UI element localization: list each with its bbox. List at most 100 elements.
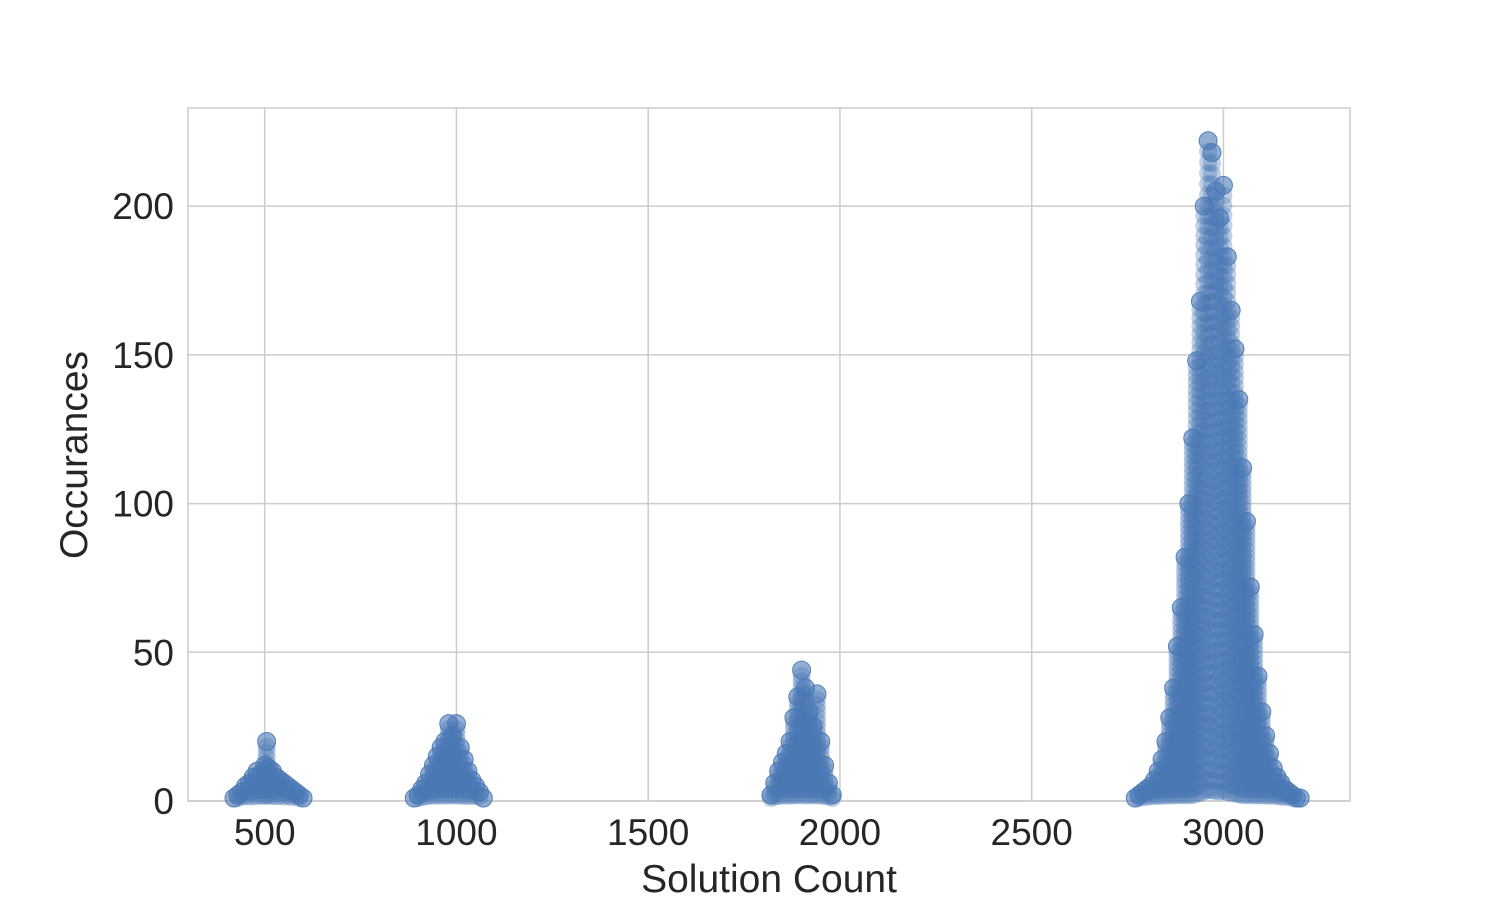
data-point	[1206, 232, 1225, 251]
data-point	[1179, 739, 1198, 758]
data-point	[1206, 692, 1225, 711]
data-point	[1218, 461, 1237, 480]
data-point	[1214, 539, 1233, 558]
data-point	[1195, 382, 1214, 401]
data-point	[1179, 716, 1198, 735]
data-point	[1229, 601, 1248, 620]
data-point	[1202, 600, 1221, 619]
data-point	[1237, 698, 1256, 717]
data-point	[1202, 292, 1221, 311]
data-point	[1225, 406, 1244, 425]
data-point	[1202, 675, 1221, 694]
data-point	[1229, 785, 1248, 804]
data-point	[1213, 175, 1233, 195]
data-point	[1225, 428, 1244, 447]
data-point	[1199, 272, 1218, 291]
data-point	[1218, 417, 1237, 436]
data-point	[1218, 774, 1237, 793]
data-point	[1225, 554, 1244, 573]
data-point	[1210, 639, 1229, 658]
data-point	[1214, 650, 1233, 669]
data-point	[769, 772, 788, 791]
data-point	[1160, 736, 1179, 755]
data-point	[1195, 206, 1214, 225]
data-point	[1187, 496, 1206, 515]
data-point	[1206, 502, 1225, 521]
data-point	[1195, 743, 1214, 762]
data-point	[1179, 657, 1198, 676]
data-point	[1210, 524, 1229, 543]
data-point	[1229, 436, 1248, 455]
data-point	[1199, 196, 1218, 215]
data-point	[1214, 287, 1233, 306]
data-point	[1199, 543, 1218, 562]
data-point	[1195, 362, 1214, 381]
data-point	[1191, 423, 1210, 442]
data-point	[1210, 438, 1229, 457]
data-point	[1168, 786, 1187, 805]
data-point	[1229, 548, 1248, 567]
data-point	[1218, 667, 1237, 686]
data-point	[1225, 740, 1244, 759]
data-point	[1179, 780, 1198, 799]
data-point	[1195, 674, 1214, 693]
data-point	[1199, 640, 1218, 659]
data-point	[1218, 319, 1237, 338]
data-point	[781, 786, 800, 805]
data-point	[1168, 751, 1187, 770]
data-point	[1172, 780, 1191, 799]
data-point	[781, 775, 800, 794]
data-point	[1237, 681, 1256, 700]
data-point	[1202, 281, 1221, 300]
data-point	[1237, 646, 1256, 665]
data-point	[1164, 752, 1183, 771]
data-point	[1160, 725, 1179, 744]
data-point	[1210, 543, 1229, 562]
data-point	[1164, 684, 1183, 703]
data-point	[1195, 411, 1214, 430]
data-point	[257, 786, 276, 805]
data-point	[1202, 409, 1221, 428]
data-point	[1202, 706, 1221, 725]
data-point	[1195, 713, 1214, 732]
data-point	[1183, 678, 1202, 697]
data-point	[1237, 780, 1256, 799]
data-point	[1202, 473, 1221, 492]
data-point	[1172, 604, 1191, 623]
data-point	[1183, 512, 1202, 531]
data-point	[1233, 686, 1252, 705]
data-point	[1160, 758, 1179, 777]
data-point	[1179, 564, 1198, 583]
data-point	[1183, 476, 1202, 495]
data-point	[811, 732, 831, 752]
data-point	[1222, 357, 1241, 376]
data-point	[800, 764, 819, 783]
data-point	[1199, 467, 1218, 486]
data-point	[811, 737, 830, 756]
data-point	[1210, 476, 1229, 495]
data-point	[1179, 558, 1198, 577]
data-point	[1176, 588, 1195, 607]
data-point	[1222, 365, 1241, 384]
data-point	[1218, 729, 1237, 748]
data-point	[1222, 695, 1241, 714]
data-point	[1229, 528, 1248, 547]
data-point	[1214, 226, 1233, 245]
data-point	[1237, 640, 1256, 659]
data-point	[1218, 354, 1237, 373]
data-point	[1168, 780, 1187, 799]
data-point	[1191, 742, 1210, 761]
data-point	[1210, 667, 1229, 686]
data-point	[1202, 696, 1221, 715]
data-point	[1191, 685, 1210, 704]
data-point	[251, 786, 270, 805]
data-point	[1202, 781, 1221, 800]
data-point	[1179, 692, 1198, 711]
data-point	[1202, 164, 1221, 183]
data-point	[1187, 525, 1206, 544]
data-point	[1183, 500, 1202, 519]
data-point	[1199, 770, 1218, 789]
data-point	[1168, 728, 1187, 747]
data-point	[1233, 680, 1252, 699]
data-point	[1214, 731, 1233, 750]
